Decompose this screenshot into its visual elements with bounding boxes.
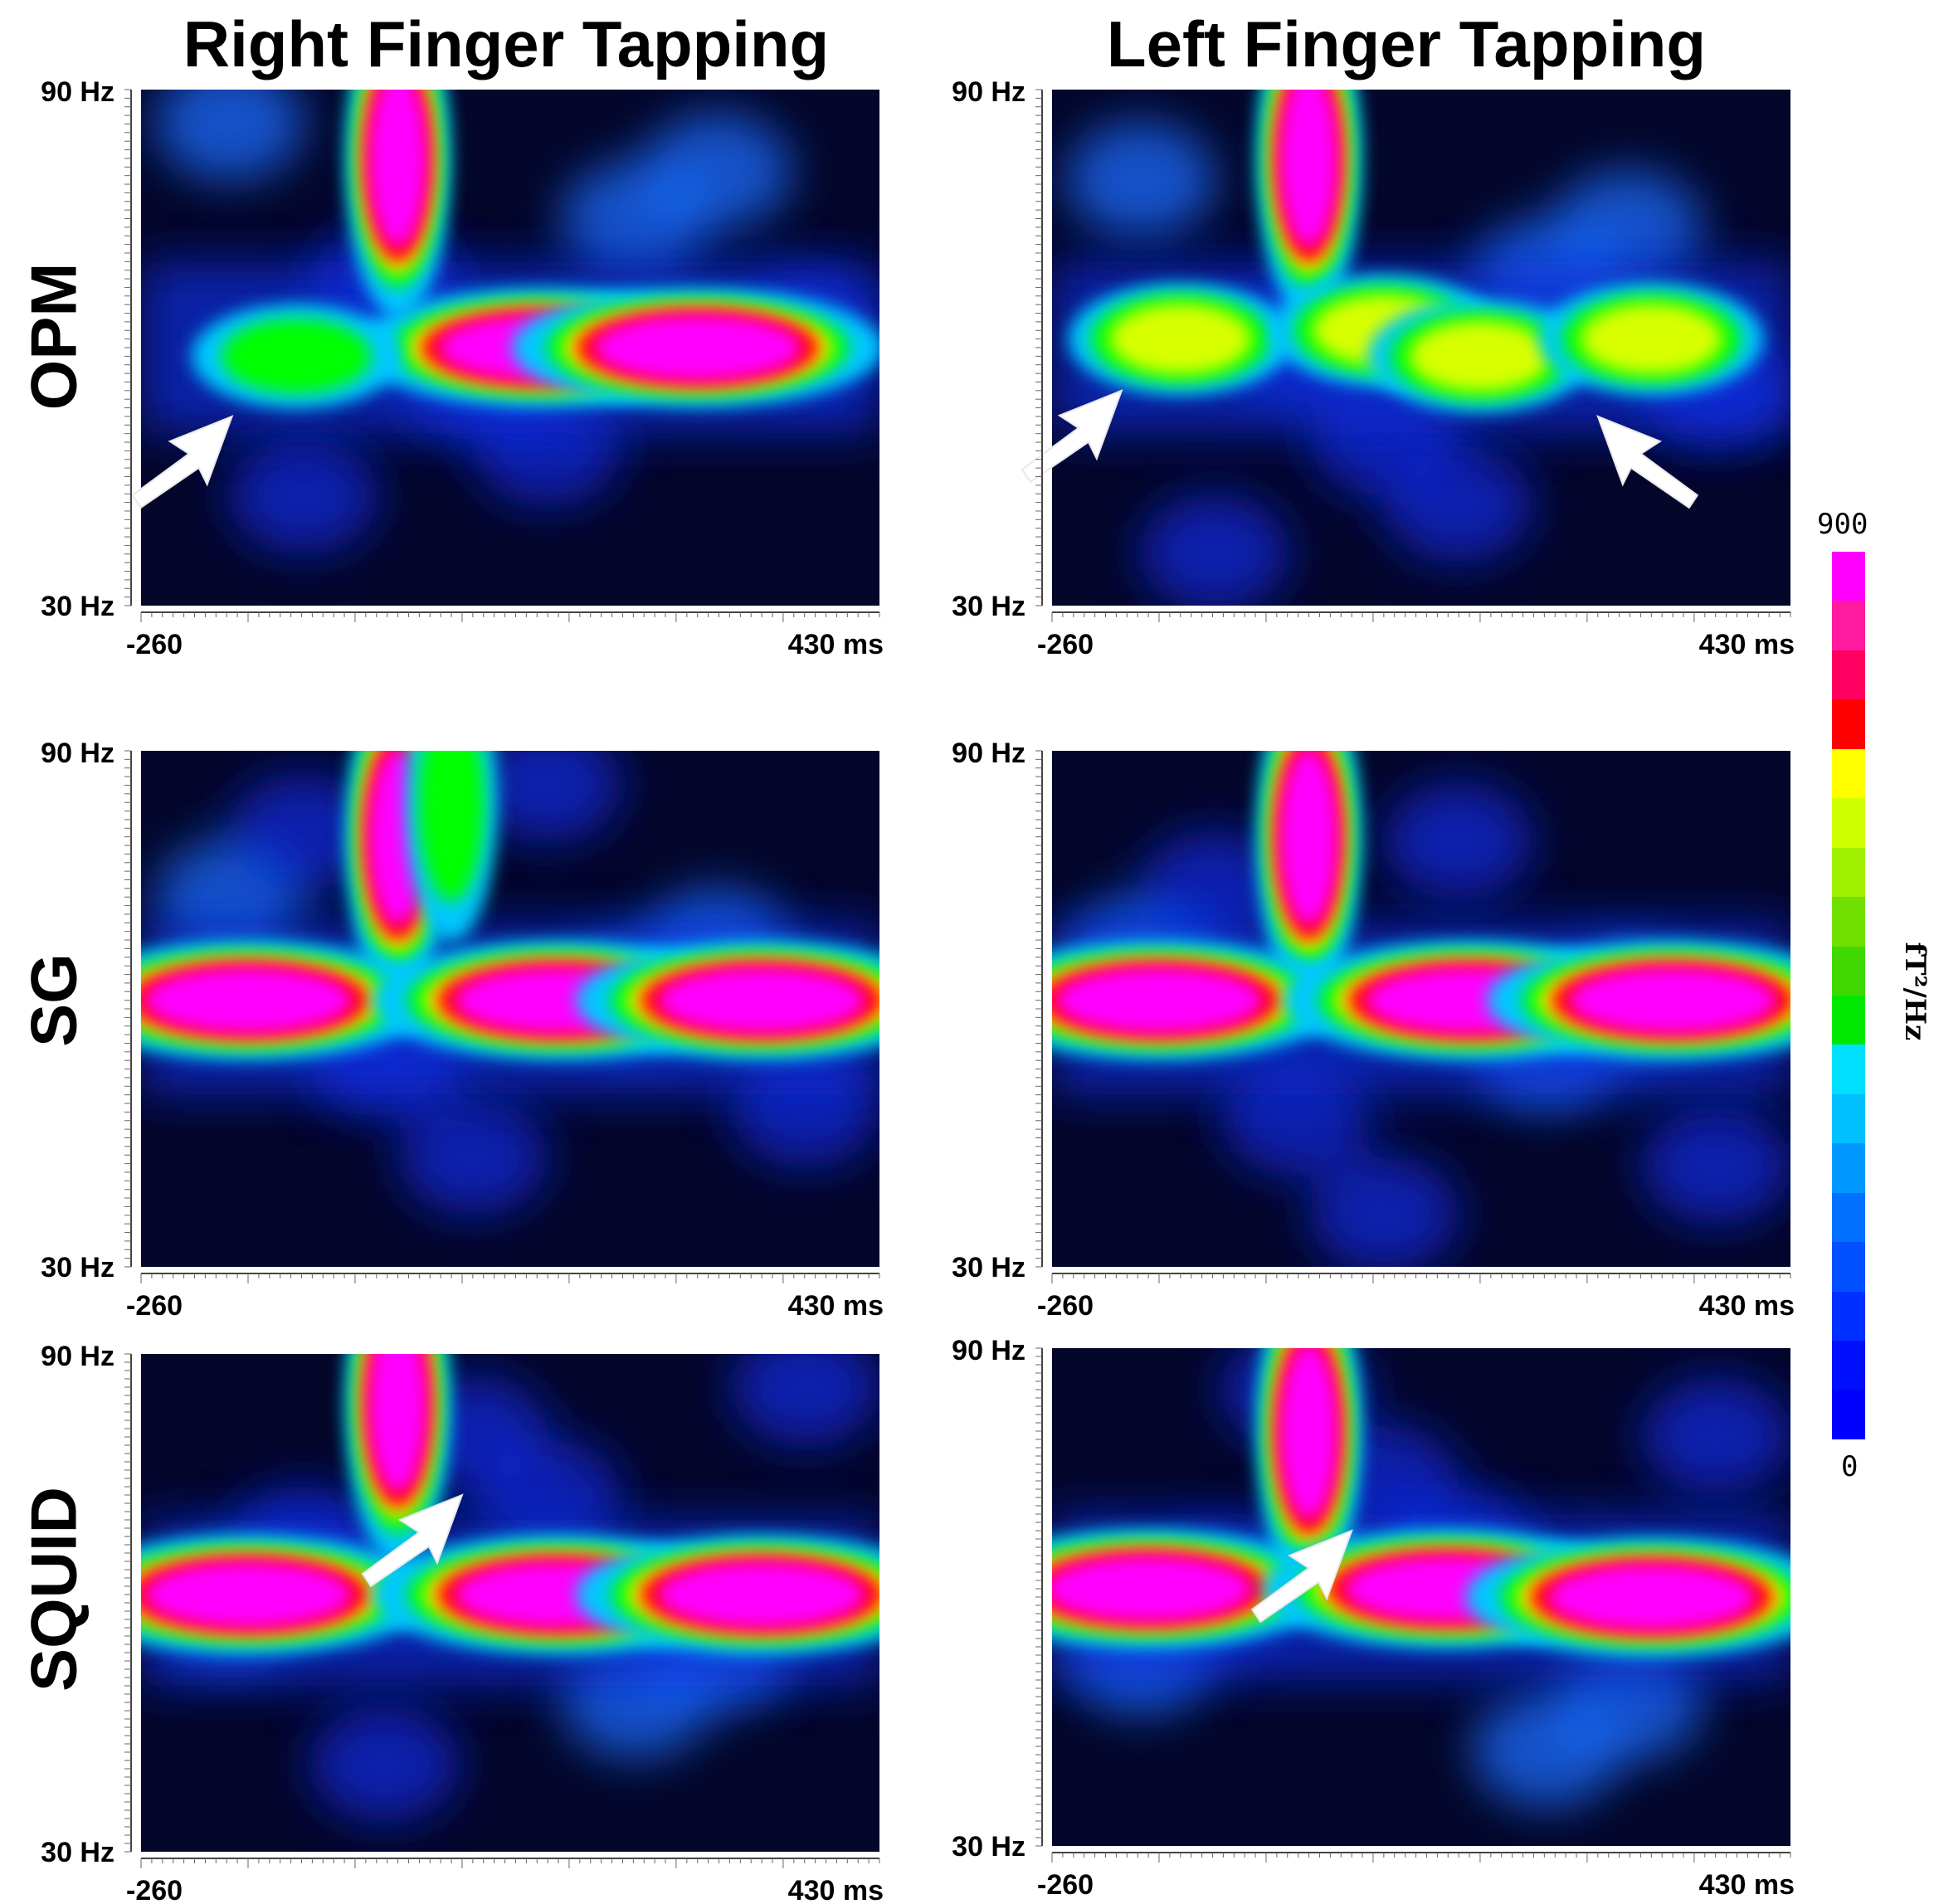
heatmap-blob [576, 1535, 879, 1654]
x-tick-label-left: -260 [126, 1875, 183, 1904]
y-tick-label-top: 90 Hz [41, 1341, 114, 1372]
y-axis [1035, 89, 1043, 606]
x-tick-label-right: 430 ms [788, 629, 884, 660]
heatmap-blob [1068, 283, 1293, 396]
heatmap-blob [1255, 1348, 1362, 1590]
x-tick-label-left: -260 [1037, 1869, 1094, 1901]
x-axis [140, 1273, 880, 1283]
y-tick-label-top: 90 Hz [952, 1335, 1026, 1366]
x-tick-label-right: 430 ms [1699, 1869, 1795, 1901]
heatmap-blob [1255, 90, 1362, 318]
y-axis [1035, 1347, 1043, 1847]
heatmap-blob [1487, 940, 1790, 1060]
y-tick-label-top: 90 Hz [41, 76, 114, 108]
x-axis [140, 611, 880, 622]
heatmap-blob [511, 288, 879, 407]
y-tick-label-top: 90 Hz [952, 76, 1026, 108]
annotation-arrow [361, 1493, 464, 1588]
heatmap-blob [1539, 283, 1764, 396]
annotation-arrow [1250, 1529, 1353, 1624]
x-axis [140, 1858, 880, 1868]
heatmap-blob [405, 751, 499, 942]
heatmap-blob [141, 1535, 434, 1654]
column-title-left: Left Finger Tapping [1106, 7, 1707, 80]
heatmap-blob [1052, 940, 1345, 1060]
heatmap-panel-opm-right: 90 Hz 30 Hz -260 430 ms [41, 76, 884, 660]
heatmap-blob [1367, 299, 1592, 412]
y-axis [124, 1353, 132, 1853]
y-tick-label-bottom: 30 Hz [952, 591, 1026, 622]
x-tick-label-left: -260 [1037, 629, 1094, 660]
heatmap-panel-sg-right: 90 Hz 30 Hz -260 430 ms [41, 738, 884, 1322]
colorbar-segment [1832, 601, 1865, 650]
y-tick-label-bottom: 30 Hz [952, 1831, 1026, 1863]
y-tick-label-top: 90 Hz [952, 738, 1026, 769]
colorbar-segment [1832, 798, 1865, 848]
y-tick-label-bottom: 30 Hz [41, 1252, 114, 1283]
colorbar-segment [1832, 1242, 1865, 1292]
heatmap-panel-squid-left: 90 Hz 30 Hz -260 430 ms [952, 1335, 1795, 1901]
colorbar-segment [1832, 897, 1865, 947]
heatmap-panel-sg-left: 90 Hz 30 Hz -260 430 ms [952, 738, 1795, 1322]
heatmap-panel-squid-right: 90 Hz 30 Hz -260 430 ms [41, 1341, 884, 1904]
colorbar-unit-label: fT²/Hz [1898, 942, 1932, 1041]
heatmap-blob [344, 90, 451, 318]
colorbar [1832, 552, 1865, 1439]
heatmap-blob [1052, 1529, 1335, 1648]
colorbar-segment [1832, 552, 1865, 601]
colorbar-segment [1832, 699, 1865, 749]
colorbar-min-label: 0 [1841, 1450, 1859, 1483]
y-tick-label-top: 90 Hz [41, 738, 114, 769]
heatmap-blob [141, 940, 434, 1060]
x-axis [1051, 611, 1791, 622]
colorbar-segment [1832, 946, 1865, 996]
x-axis [1051, 1852, 1791, 1863]
heatmap-blob [1465, 1537, 1790, 1657]
colorbar-segment [1832, 1045, 1865, 1094]
x-tick-label-right: 430 ms [1699, 629, 1795, 660]
x-tick-label-left: -260 [1037, 1290, 1094, 1322]
y-tick-label-bottom: 30 Hz [41, 591, 114, 622]
y-axis [1035, 750, 1043, 1268]
x-tick-label-right: 430 ms [1699, 1290, 1795, 1322]
y-axis [124, 750, 132, 1268]
colorbar-segment [1832, 1143, 1865, 1193]
colorbar-segment [1832, 1390, 1865, 1439]
colorbar-segment [1832, 1291, 1865, 1341]
colorbar-segment [1832, 650, 1865, 700]
annotation-arrow [1021, 389, 1123, 484]
y-tick-label-bottom: 30 Hz [952, 1252, 1026, 1283]
x-axis [1051, 1273, 1791, 1283]
column-title-right: Right Finger Tapping [183, 7, 830, 80]
heatmap-blob [192, 304, 402, 409]
colorbar-segment [1832, 1093, 1865, 1144]
x-tick-label-left: -260 [126, 1290, 183, 1322]
heatmap-blob [576, 940, 879, 1060]
x-tick-label-right: 430 ms [788, 1875, 884, 1904]
heatmap-panel-opm-left: 90 Hz 30 Hz -260 430 ms [952, 76, 1795, 660]
colorbar-segment [1832, 1341, 1865, 1390]
heatmap-blob [1255, 751, 1362, 996]
y-axis [124, 89, 132, 606]
annotation-arrow [131, 415, 234, 509]
colorbar-segment [1832, 847, 1865, 898]
colorbar-segment [1832, 1192, 1865, 1243]
colorbar-segment [1832, 995, 1865, 1045]
x-tick-label-left: -260 [126, 629, 183, 660]
colorbar-max-label: 900 [1817, 508, 1868, 541]
x-tick-label-right: 430 ms [788, 1290, 884, 1322]
colorbar-segment [1832, 748, 1865, 799]
annotation-arrow [1596, 415, 1699, 509]
y-tick-label-bottom: 30 Hz [41, 1837, 114, 1868]
